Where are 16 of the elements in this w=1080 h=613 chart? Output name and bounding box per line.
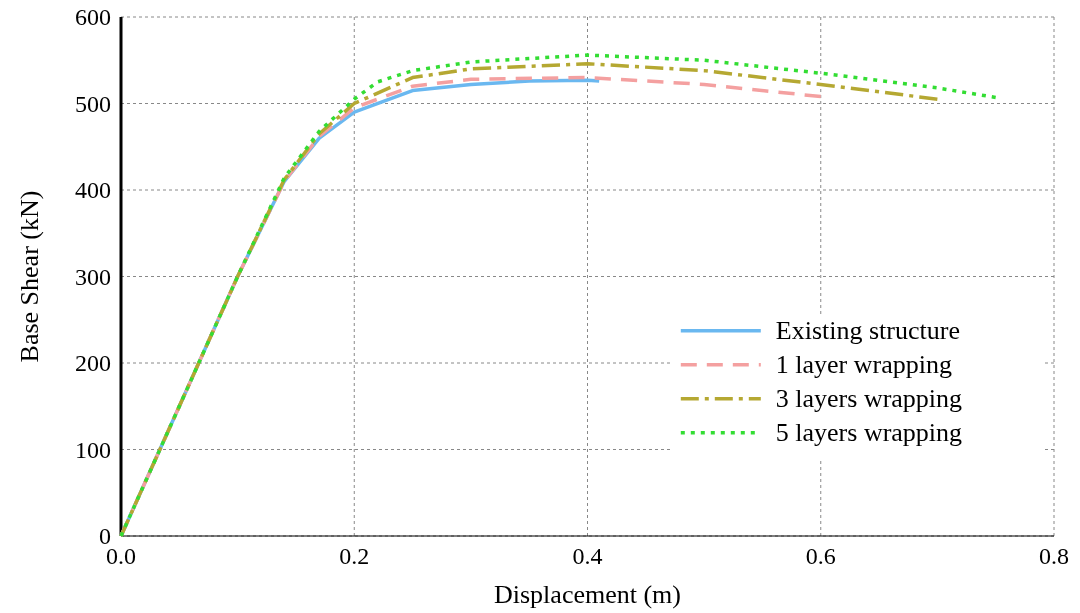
y-tick-label: 100 [75, 436, 111, 463]
legend-label: Existing structure [775, 315, 960, 345]
y-tick-label: 500 [75, 90, 111, 117]
y-tick-label: 600 [75, 4, 111, 30]
y-tick-label: 200 [75, 350, 111, 376]
y-tick-label: 400 [75, 177, 111, 203]
x-tick-label: 0.6 [805, 543, 836, 569]
y-axis-title: Base Shear (kN) [15, 190, 44, 363]
legend-label: 3 layers wrapping [775, 383, 963, 413]
y-tick-label: 300 [75, 263, 111, 290]
legend-label: 1 layer wrapping [775, 349, 952, 379]
x-tick-label: 0.8 [1039, 543, 1069, 569]
x-axis-title: Displacement (m) [494, 580, 681, 609]
legend-label: 5 layers wrapping [775, 417, 963, 447]
x-tick-label: 0.2 [339, 543, 370, 569]
x-tick-label: 0.4 [572, 543, 603, 569]
